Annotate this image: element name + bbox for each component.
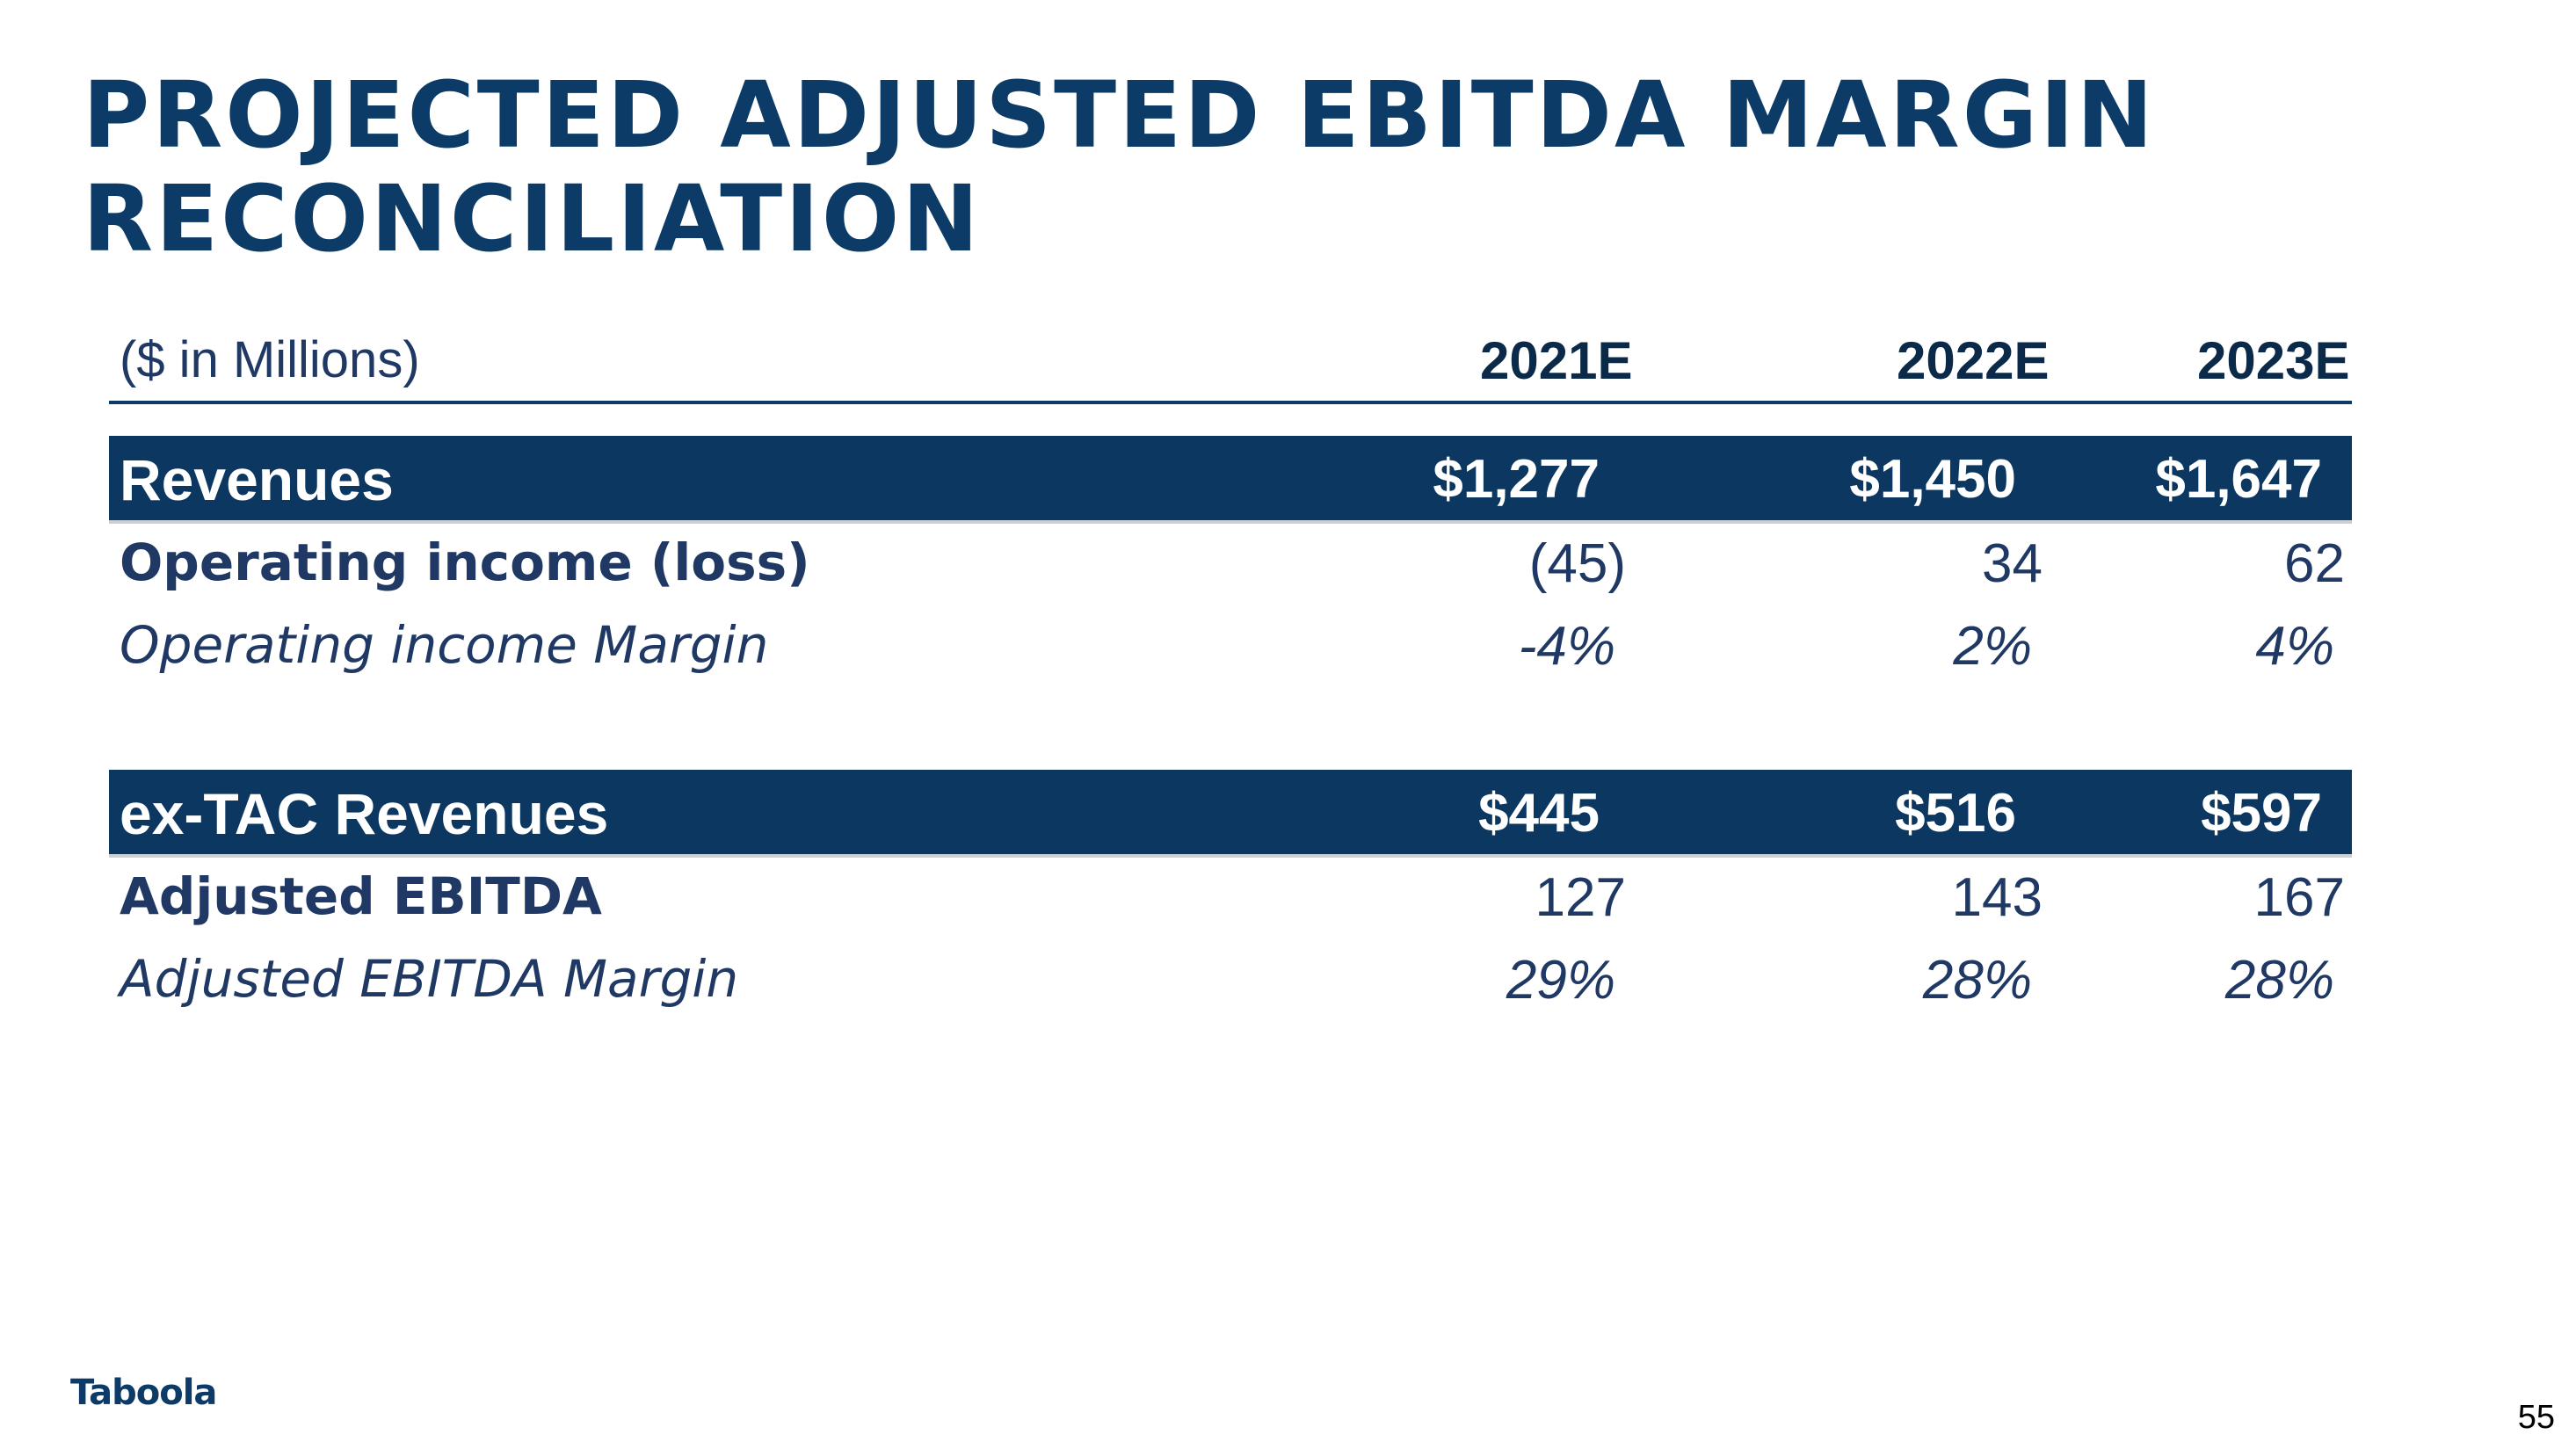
- row-value: 167: [2253, 867, 2345, 928]
- row-value: -4%: [1518, 616, 1615, 677]
- year-header-2021: 2021E: [1480, 331, 1633, 390]
- band-value: $597: [2201, 783, 2322, 844]
- slide-title-line-1: PROJECTED ADJUSTED EBITDA MARGIN: [83, 62, 2156, 169]
- row-value: 62: [2284, 533, 2345, 594]
- band-label: ex-TAC Revenues: [120, 781, 609, 846]
- year-header-2022: 2022E: [1897, 331, 2050, 390]
- row-value: 2%: [1953, 616, 2032, 677]
- band-value: $516: [1895, 783, 2016, 844]
- row-label: Adjusted EBITDA Margin: [120, 949, 739, 1009]
- table-row: Operating income Margin -4% 2% 4%: [109, 603, 2352, 685]
- row-value: 29%: [1506, 950, 1615, 1011]
- page-number: 55: [2517, 1399, 2555, 1436]
- row-value: 127: [1535, 867, 1626, 928]
- band-value: $1,450: [1849, 449, 2016, 510]
- table-row: Adjusted EBITDA 127 143 167: [109, 854, 2352, 937]
- slide-title-line-2: RECONCILIATION: [83, 165, 982, 272]
- row-label: Operating income Margin: [120, 615, 769, 675]
- table-row: Operating income (loss) (45) 34 62: [109, 520, 2352, 603]
- reconciliation-table: ($ in Millions) 2021E 2022E 2023E Revenu…: [109, 325, 2352, 1019]
- row-value: (45): [1528, 533, 1626, 594]
- row-value: 28%: [2224, 950, 2334, 1011]
- band-label: Revenues: [120, 447, 394, 512]
- taboola-logo: Taboola: [70, 1373, 217, 1413]
- year-header-2023: 2023E: [2197, 331, 2350, 390]
- row-label: Operating income (loss): [120, 533, 810, 592]
- row-value: 4%: [2255, 616, 2334, 677]
- row-value: 34: [1982, 533, 2043, 594]
- revenues-band: Revenues $1,277 $1,450 $1,647: [109, 436, 2352, 520]
- band-value: $1,277: [1433, 449, 1600, 510]
- band-value: $1,647: [2155, 449, 2322, 510]
- ex-tac-revenues-band: ex-TAC Revenues $445 $516 $597: [109, 770, 2352, 854]
- row-label: Adjusted EBITDA: [120, 866, 602, 926]
- slide-title: PROJECTED ADJUSTED EBITDA MARGIN RECONCI…: [83, 63, 2280, 271]
- table-row: Adjusted EBITDA Margin 29% 28% 28%: [109, 937, 2352, 1019]
- table-header-row: ($ in Millions) 2021E 2022E 2023E: [109, 325, 2352, 404]
- band-value: $445: [1478, 783, 1600, 844]
- unit-label: ($ in Millions): [120, 331, 420, 388]
- row-value: 28%: [1922, 950, 2032, 1011]
- row-value: 143: [1951, 867, 2043, 928]
